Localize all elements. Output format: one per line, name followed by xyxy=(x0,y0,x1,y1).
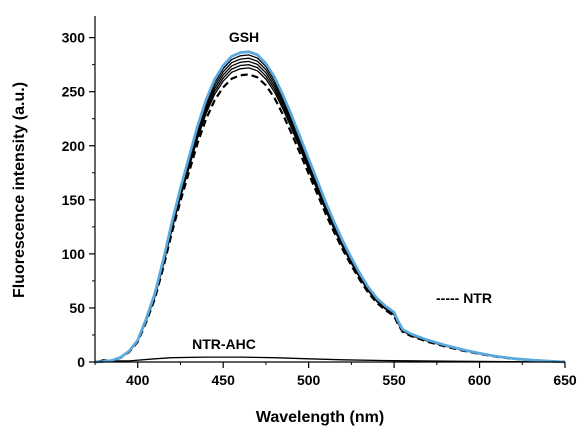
x-axis-title: Wavelength (nm) xyxy=(256,409,384,426)
plot-area xyxy=(94,50,566,364)
series-line-7 xyxy=(94,356,566,363)
axes xyxy=(94,16,565,363)
x-tick-label-650: 650 xyxy=(553,372,577,388)
x-tick-label-400: 400 xyxy=(126,372,150,388)
x-tick-label-600: 600 xyxy=(468,372,492,388)
y-tick-label-200: 200 xyxy=(62,138,86,154)
annotation-gsh: GSH xyxy=(229,29,259,45)
y-tick-label-50: 50 xyxy=(69,300,85,316)
ticks: 400 450 500 550 600 650 0 50 100 150 200 250 300 xyxy=(62,30,577,388)
annotation-ntr: ----- NTR xyxy=(436,290,492,306)
series-line-6 xyxy=(94,73,566,364)
y-tick-label-0: 0 xyxy=(77,354,85,370)
annotation-ntr-ahc: NTR-AHC xyxy=(192,336,256,352)
y-tick-label-300: 300 xyxy=(62,30,86,46)
series-line-0 xyxy=(94,50,566,364)
x-tick-label-500: 500 xyxy=(297,372,321,388)
x-tick-label-450: 450 xyxy=(212,372,236,388)
y-tick-label-150: 150 xyxy=(62,192,86,208)
y-axis-title: Fluorescence intensity (a.u.) xyxy=(11,82,28,298)
y-tick-label-250: 250 xyxy=(62,84,86,100)
series-line-1 xyxy=(94,54,566,363)
x-tick-label-550: 550 xyxy=(382,372,406,388)
series-line-gsh-highlight xyxy=(94,50,566,364)
y-tick-label-100: 100 xyxy=(62,246,86,262)
